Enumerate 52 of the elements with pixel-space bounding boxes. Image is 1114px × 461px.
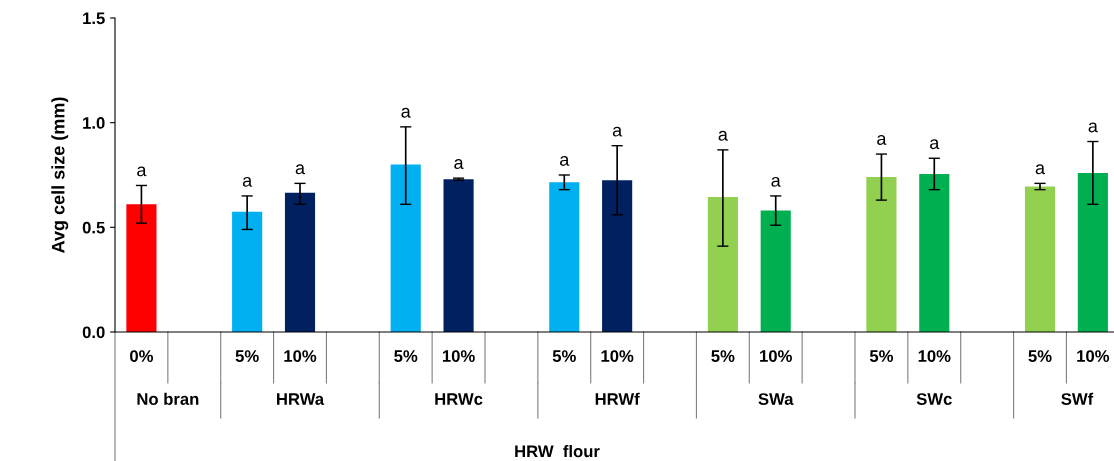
data-label: a — [560, 155, 570, 166]
bar — [390, 164, 421, 332]
data-label: a — [771, 176, 781, 187]
text: No bran — [137, 392, 199, 405]
bar — [549, 182, 580, 332]
y-tick-label: 1.0 — [83, 117, 105, 129]
x-tick-label: 0% — [130, 350, 154, 362]
y-axis-title: Avg cell size (mm) — [51, 97, 69, 253]
text: SWf — [1061, 392, 1094, 405]
x-tick-label: 5% — [394, 350, 418, 362]
x-tick-label: 10% — [760, 350, 792, 362]
x-tick-label: 10% — [601, 350, 634, 362]
bar — [707, 196, 738, 332]
data-label: a — [295, 164, 306, 175]
x-tick-label: 10% — [442, 350, 475, 362]
bar — [284, 192, 316, 332]
x-tick-label: 10% — [918, 350, 951, 362]
data-label: a — [612, 126, 623, 137]
data-label: a — [1088, 122, 1098, 133]
bar — [866, 177, 897, 332]
text: HRWa — [277, 393, 325, 405]
bar — [919, 173, 950, 332]
x-tick-label: 5% — [1028, 350, 1052, 362]
data-label: a — [137, 166, 147, 177]
data-label: a — [1035, 164, 1046, 175]
x-tick-label: 10% — [1077, 350, 1110, 362]
data-label: a — [242, 176, 253, 187]
text: SWa — [758, 393, 794, 405]
x-tick-label: 5% — [552, 350, 576, 362]
text: HRWf — [595, 392, 640, 405]
text: HRWc — [435, 393, 483, 405]
data-label: a — [454, 159, 464, 170]
bar — [602, 180, 633, 332]
bar — [443, 179, 474, 332]
x-axis-title: HRW flour — [515, 445, 600, 458]
text: SWc — [916, 393, 952, 405]
x-tick-label: 5% — [869, 350, 894, 362]
data-label: a — [930, 139, 940, 150]
data-label: a — [401, 107, 411, 118]
y-tick-label: 0.5 — [82, 221, 105, 234]
x-tick-label: 10% — [284, 350, 317, 362]
data-label: a — [877, 135, 887, 145]
data-label: a — [718, 130, 728, 141]
bar — [232, 211, 263, 332]
bar — [1077, 172, 1108, 332]
bar — [126, 204, 157, 332]
y-tick-label: 0.0 — [82, 326, 105, 339]
y-tick-label: 1.5 — [83, 12, 105, 25]
x-tick-label: 5% — [235, 350, 259, 362]
x-tick-label: 5% — [711, 350, 735, 362]
bar — [760, 210, 791, 332]
bar — [1024, 186, 1056, 332]
